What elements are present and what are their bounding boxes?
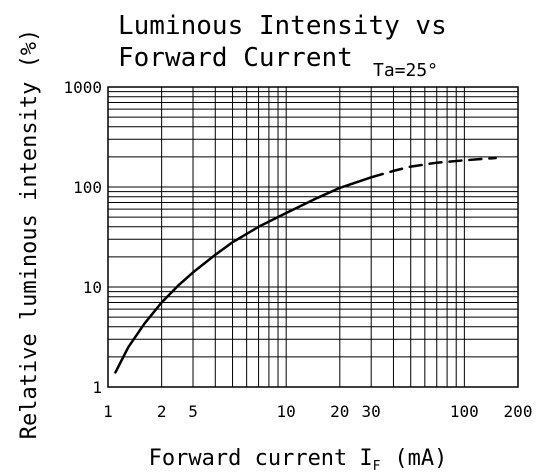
x-tick-label: 1 (103, 402, 113, 421)
chart-title-line2: Forward Current (118, 43, 353, 73)
x-axis-label-text: Forward current (149, 446, 348, 471)
y-tick-label: 10 (83, 278, 102, 297)
x-tick-label: 30 (362, 402, 381, 421)
plot-frame (107, 86, 519, 388)
x-tick-label: 100 (450, 402, 479, 421)
x-axis-symbol: I (359, 446, 372, 471)
y-axis-label: Relative luminous intensity (%) (17, 29, 42, 440)
y-tick-label: 1000 (63, 78, 102, 97)
x-tick-label: 2 (157, 402, 167, 421)
x-tick-label: 20 (330, 402, 349, 421)
y-tick-label: 1 (92, 378, 102, 397)
curves (114, 156, 497, 374)
x-axis-label: Forward current IF (mA) (149, 446, 448, 472)
series-line-2-dashed (369, 156, 497, 179)
chart-title-line1: Luminous Intensity vs (118, 11, 447, 41)
y-tick-label: 100 (73, 178, 102, 197)
series-line-1-solid (114, 176, 373, 374)
x-tick-label: 10 (277, 402, 296, 421)
grid (108, 87, 518, 387)
x-tick-label: 200 (504, 402, 533, 421)
tick-labels: 1 2 5 10 20 30 100 200 1 10 100 1000 (63, 78, 532, 421)
x-axis-subscript: F (373, 459, 381, 472)
x-axis-unit: (mA) (394, 446, 447, 471)
x-tick-label: 5 (188, 402, 198, 421)
test-condition: Ta=25° (373, 60, 438, 81)
